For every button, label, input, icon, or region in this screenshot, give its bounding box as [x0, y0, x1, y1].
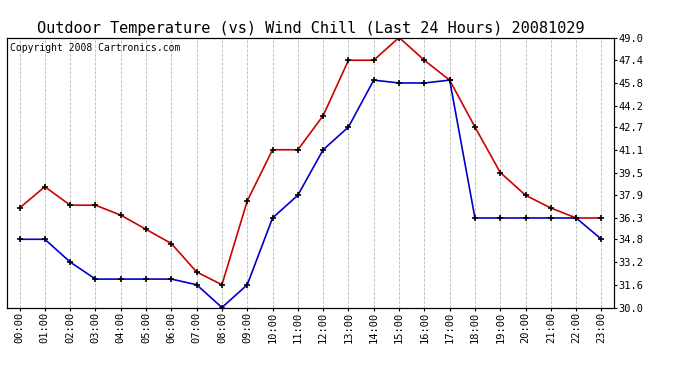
Text: Copyright 2008 Cartronics.com: Copyright 2008 Cartronics.com	[10, 43, 180, 53]
Title: Outdoor Temperature (vs) Wind Chill (Last 24 Hours) 20081029: Outdoor Temperature (vs) Wind Chill (Las…	[37, 21, 584, 36]
